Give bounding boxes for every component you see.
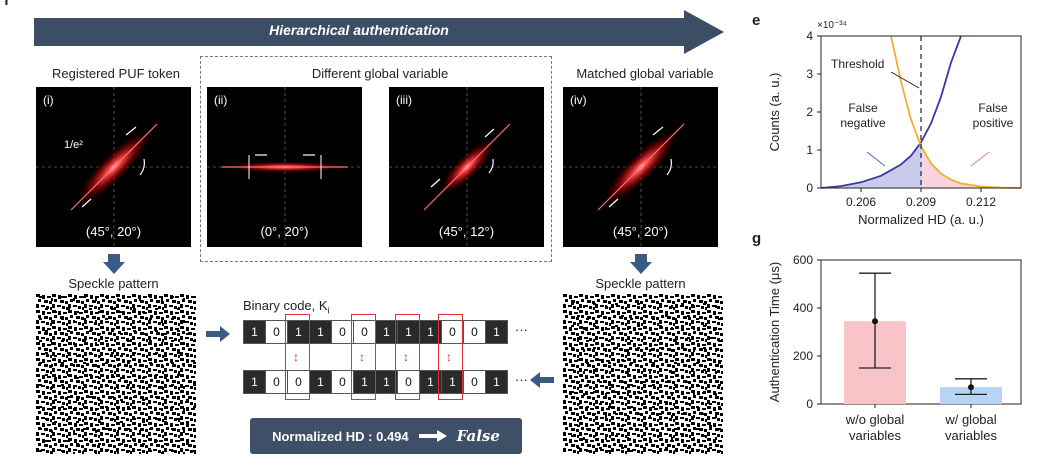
y-tick-label: 1 [806, 143, 813, 157]
y-tick-label: 0 [806, 181, 813, 195]
mismatch-arrow-icon: ↕ [446, 350, 452, 364]
speckle-pattern-left [36, 294, 196, 454]
x-tick-label: variables [945, 428, 998, 443]
false-positive-label: positive [973, 116, 1014, 130]
panel-roman: (i) [43, 93, 54, 107]
beam-image [563, 87, 718, 247]
y-tick-label: 2 [806, 105, 813, 119]
plot-frame [820, 259, 1022, 405]
dashed-group [200, 56, 552, 262]
y-tick-label: 0 [806, 397, 813, 411]
series-line-impostor [890, 35, 1022, 189]
verdict-text: False [456, 427, 500, 445]
bit-cell: 1 [485, 370, 508, 394]
panel-label-g: g [752, 230, 762, 247]
right-arrow-icon [418, 430, 447, 442]
hierarchical-arrow [34, 10, 724, 54]
x-axis-label: Normalized HD (a. u.) [858, 212, 984, 227]
false-positive-pointer [970, 151, 990, 167]
x-tick-label: w/o global [845, 412, 905, 427]
false-negative-pointer [866, 151, 886, 167]
beam-image [389, 87, 544, 247]
y-axis-label: Counts (a. u.) [767, 73, 782, 152]
arrow-title: Hierarchical authentication [269, 22, 449, 38]
mismatch-box [285, 314, 310, 400]
chart-e: 0 1 2 3 4 0.206 0.209 0.212 ×10⁻³⁴ Normalized HD … [767, 20, 1022, 227]
series-line-genuine [820, 35, 962, 189]
result-box: Normalized HD : 0.494 False [250, 418, 522, 454]
caption-different: Different global variable [311, 66, 449, 81]
panel-label-f: f [4, 0, 9, 9]
down-arrow-left-icon [103, 254, 125, 274]
false-positive-area [921, 146, 1021, 188]
caption-registered: Registered PUF token [52, 66, 180, 81]
panel-angle: (45°, 20°) [612, 224, 669, 239]
false-negative-area [821, 142, 921, 188]
panel-roman: (ii) [214, 93, 228, 107]
panel-angle: (45°, 12°) [438, 224, 495, 239]
beam-image [36, 87, 191, 247]
false-negative-label: negative [840, 116, 886, 130]
y-tick-label: 400 [793, 301, 813, 315]
beam-panel-ii: (ii) (0°, 20°) [207, 87, 362, 247]
y-scale-label: ×10⁻³⁴ [817, 20, 847, 31]
left-arrow-icon [530, 372, 554, 388]
bit-cell: 1 [309, 320, 332, 344]
bit-cell: 1 [309, 370, 332, 394]
row1-ellipsis: ··· [515, 322, 528, 337]
false-positive-label: False [978, 101, 1008, 115]
caption-matched: Matched global variable [576, 66, 714, 81]
x-tick-label: w/ global [944, 412, 996, 427]
mean-point [872, 318, 878, 325]
binary-code-label: Binary code, Ki [243, 298, 330, 316]
bit-cell: 1 [243, 320, 266, 344]
panel-angle: (0°, 20°) [260, 224, 309, 239]
y-tick-label: 200 [793, 349, 813, 363]
binary-code-subscript: i [327, 305, 330, 316]
beam-panel-iii: (iii) (45°, 12°) [389, 87, 544, 247]
speckle-label-left: Speckle pattern [68, 276, 159, 291]
hd-value-label: Normalized HD : 0.494 [272, 428, 409, 444]
x-tick-label: 0.209 [906, 195, 936, 209]
y-tick-label: 4 [806, 29, 813, 43]
bit-cell: 1 [397, 320, 420, 344]
panel-roman: (iv) [570, 93, 587, 107]
mismatch-arrow-icon: ↕ [293, 350, 299, 364]
panel-roman: (iii) [396, 93, 412, 107]
panel-angle: (45°, 20°) [85, 224, 142, 239]
mean-point [968, 384, 974, 391]
row2-ellipsis: ··· [515, 372, 528, 387]
speckle-pattern-right [563, 294, 723, 454]
bit-cell: 0 [463, 370, 486, 394]
mismatch-box [351, 314, 376, 400]
threshold-annotation: Threshold [831, 57, 884, 71]
beam-panel-iv: (iv) (45°, 20°) [563, 87, 718, 247]
x-tick-label: variables [849, 428, 902, 443]
y-axis-label: Authentication Time (μs) [767, 262, 782, 402]
x-tick-label: 0.212 [966, 195, 996, 209]
y-tick-label: 600 [793, 253, 813, 267]
speckle-label-right: Speckle pattern [595, 276, 686, 291]
bit-cell: 1 [485, 320, 508, 344]
x-tick-label: 0.206 [846, 195, 876, 209]
threshold-pointer [890, 71, 920, 89]
false-negative-label: False [848, 101, 878, 115]
mismatch-box [438, 314, 463, 400]
beam-width-annotation: 1/e² [64, 139, 83, 151]
bar [940, 387, 1002, 404]
down-arrow-right-icon [630, 254, 652, 274]
panel-label-e: e [752, 12, 761, 29]
beam-panel-i: (i) 1/e² (45°, 20°) [36, 87, 191, 247]
mismatch-arrow-icon: ↕ [403, 350, 409, 364]
y-tick-label: 3 [806, 67, 813, 81]
bit-cell: 0 [463, 320, 486, 344]
beam-image [207, 87, 362, 247]
mismatch-box [395, 314, 420, 400]
right-arrow-icon [206, 326, 230, 342]
mismatch-arrow-icon: ↕ [359, 350, 365, 364]
bit-cell: 1 [243, 370, 266, 394]
